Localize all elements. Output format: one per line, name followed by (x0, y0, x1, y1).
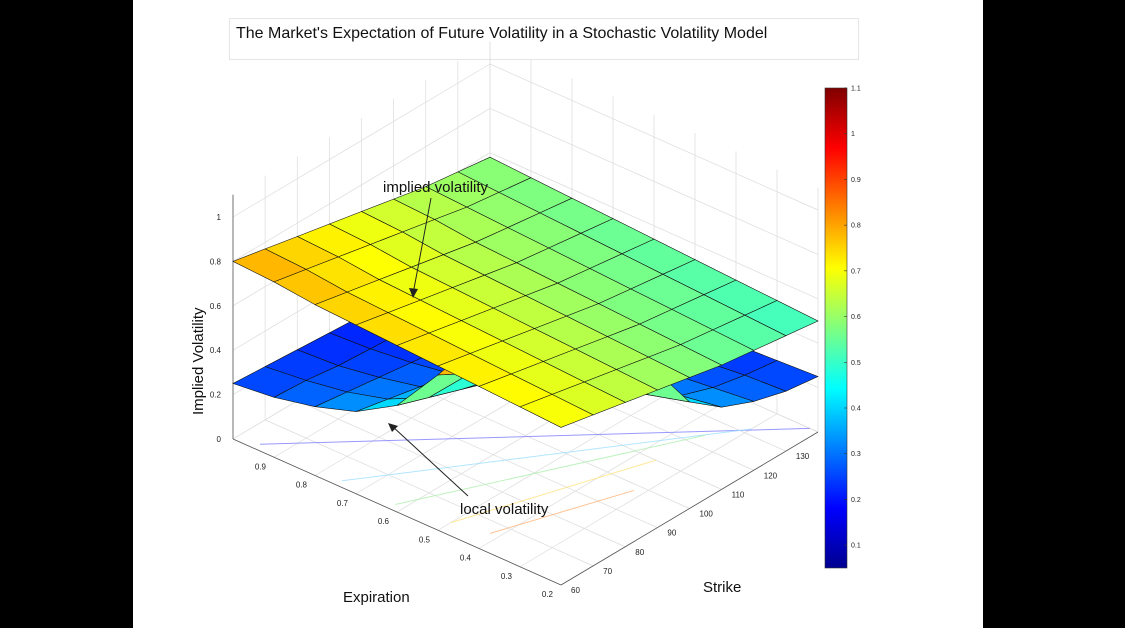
x-axis-label: Expiration (343, 589, 410, 606)
colorbar-tick-label: 1.1 (851, 86, 861, 93)
surface-patch (519, 394, 594, 428)
z-tick-label: 0.6 (210, 302, 222, 311)
tick-labels: 0 0.2 0.4 0.6 0.8 1 0.2 0.3 0.4 0.5 0.6 0.7 0.8 0.9 60… (210, 213, 810, 599)
implied-volatility-arrowhead (409, 288, 418, 298)
floor-contour-line (259, 427, 810, 445)
colorbar-tick-label: 0.3 (851, 451, 861, 458)
expiration-tick-label: 0.2 (542, 590, 554, 599)
floor-contour-line (450, 459, 657, 524)
z-tick-label: 0.8 (210, 257, 222, 266)
expiration-tick-label: 0.5 (419, 535, 431, 544)
strike-tick-label: 70 (603, 567, 612, 576)
surface-layer (232, 156, 819, 428)
figure-canvas: The Market's Expectation of Future Volat… (133, 0, 983, 628)
z-axis-label: Implied Volatility (190, 307, 207, 415)
chart-title: The Market's Expectation of Future Volat… (229, 18, 859, 60)
colorbar-ticks: 0.1 0.2 0.3 0.4 0.5 0.6 0.7 0.8 0.9 1 1.1 (844, 86, 861, 550)
expiration-tick-label: 0.4 (460, 554, 472, 563)
z-tick-label: 0 (217, 435, 222, 444)
expiration-tick-label: 0.9 (255, 462, 267, 471)
colorbar-tick-label: 0.2 (851, 497, 861, 504)
z-tick-label: 0.4 (210, 346, 222, 355)
strike-tick-label: 80 (635, 548, 644, 557)
local-volatility-arrow (391, 425, 469, 497)
expiration-tick-label: 0.7 (337, 499, 349, 508)
z-tick-label: 0.2 (210, 391, 222, 400)
colorbar-tick-label: 1 (851, 131, 855, 138)
colorbar-tick-label: 0.6 (851, 314, 861, 321)
implied-volatility-annotation: implied volatility (383, 179, 489, 196)
expiration-tick-label: 0.6 (378, 517, 390, 526)
axis-labels: Implied Volatility Expiration Strike (190, 307, 741, 606)
floor-grid-line (297, 400, 626, 548)
strike-tick-label: 110 (732, 490, 745, 499)
axis-edge (560, 431, 819, 586)
floor-contour-line (395, 434, 706, 506)
expiration-tick-label: 0.8 (296, 481, 308, 490)
floor-grid-line (264, 419, 594, 567)
colorbar-tick-label: 0.7 (851, 268, 861, 275)
colorbar-tick-label: 0.8 (851, 223, 861, 230)
colorbar-tick-label: 0.5 (851, 360, 861, 367)
strike-tick-label: 100 (700, 510, 714, 519)
annotations: implied volatility local volatility (383, 179, 549, 518)
floor-contour-line (341, 428, 752, 482)
colorbar-tick-label: 0.9 (851, 177, 861, 184)
colorbar: 0.1 0.2 0.3 0.4 0.5 0.6 0.7 0.8 0.9 1 1.1 (824, 86, 861, 569)
z-tick-label: 1 (217, 213, 222, 222)
strike-tick-label: 60 (571, 586, 580, 595)
local-volatility-arrowhead (388, 423, 398, 432)
strike-tick-label: 120 (764, 471, 778, 480)
colorbar-gradient (824, 87, 848, 569)
chart-svg: 0 0.2 0.4 0.6 0.8 1 0.2 0.3 0.4 0.5 0.6 0.7 0.8 0.9 60… (190, 41, 861, 606)
strike-tick-label: 130 (796, 452, 810, 461)
expiration-tick-label: 0.3 (501, 572, 513, 581)
surface-implied-volatility (232, 156, 819, 428)
floor-contour-line (489, 489, 635, 534)
colorbar-tick-label: 0.1 (851, 543, 861, 550)
axis-edge (232, 438, 562, 586)
colorbar-tick-label: 0.4 (851, 406, 861, 413)
y-axis-label: Strike (703, 579, 741, 596)
strike-tick-label: 90 (667, 529, 676, 538)
local-volatility-annotation: local volatility (460, 501, 549, 518)
implied-volatility-arrow (412, 197, 432, 295)
